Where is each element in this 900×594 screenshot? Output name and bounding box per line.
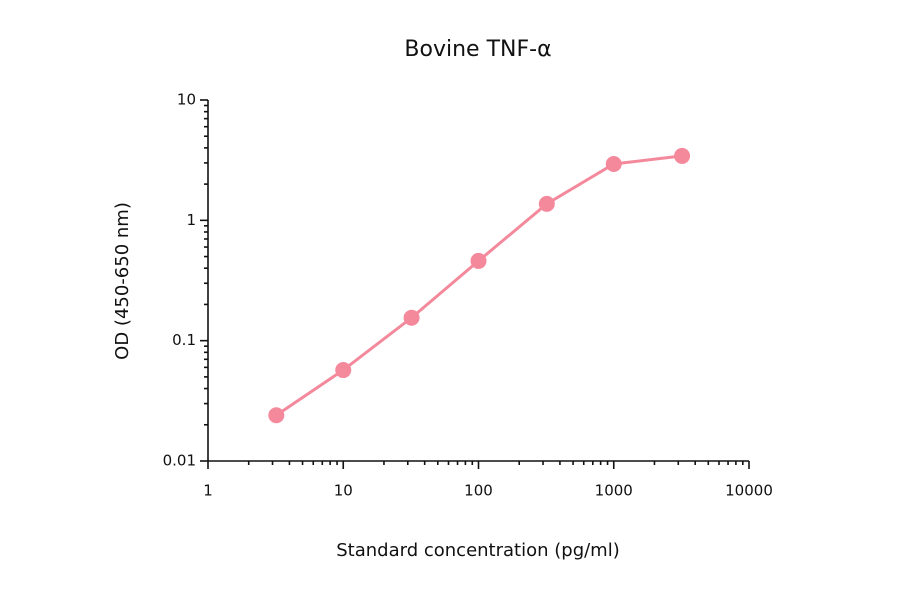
y-axis-label: OD (450-650 nm) bbox=[112, 202, 133, 360]
data-point bbox=[605, 155, 622, 172]
y-tick-label: 0.1 bbox=[172, 331, 196, 349]
data-point bbox=[335, 362, 352, 379]
x-tick-label: 1 bbox=[203, 482, 213, 500]
x-tick-label: 1000 bbox=[595, 482, 633, 500]
x-tick-label: 10000 bbox=[725, 482, 773, 500]
data-point bbox=[268, 407, 285, 424]
series-line bbox=[275, 154, 683, 417]
data-point bbox=[470, 252, 487, 269]
x-tick-label: 100 bbox=[464, 482, 493, 500]
y-tick-label: 10 bbox=[177, 91, 196, 109]
x-tick-label: 10 bbox=[334, 482, 353, 500]
y-tick-label: 1 bbox=[186, 211, 196, 229]
y-tick-label: 0.01 bbox=[163, 452, 196, 470]
data-point bbox=[674, 147, 691, 164]
x-axis-label: Standard concentration (pg/ml) bbox=[336, 540, 620, 561]
data-point bbox=[403, 309, 420, 326]
chart-title: Bovine TNF-α bbox=[404, 37, 551, 62]
data-point bbox=[538, 195, 555, 212]
